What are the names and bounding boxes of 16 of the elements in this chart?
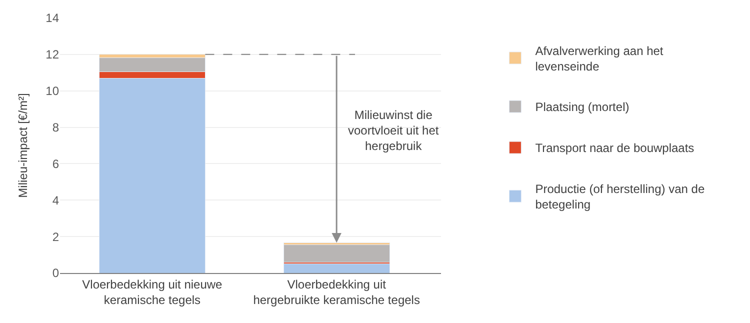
x-tick-label: Vloerbedekking uit hergebruikte keramische tegels bbox=[253, 277, 420, 307]
y-tick-label: 10 bbox=[46, 84, 60, 98]
y-tick-label: 14 bbox=[46, 11, 60, 26]
x-tick-label: Vloerbedekking uit nieuwe keramische tegels bbox=[82, 277, 223, 307]
y-tick-label: 8 bbox=[52, 120, 60, 134]
y-tick-label: 12 bbox=[46, 48, 60, 62]
legend-label: Transport naar de bouwplaats bbox=[535, 141, 694, 156]
legend-label: Productie (of herstelling) van de betegeling bbox=[535, 182, 705, 212]
y-tick-label: 2 bbox=[52, 230, 60, 244]
annotation: Milieuwinst die voortvloeit uit het hergebruik bbox=[348, 108, 440, 154]
y-tick-label: 0 bbox=[52, 266, 60, 280]
y-axis-title: Milieu-impact [€/m²] bbox=[16, 93, 30, 198]
y-tick-label: 6 bbox=[52, 156, 60, 171]
legend-label: Afvalverwerking aan het levenseinde bbox=[535, 44, 664, 74]
y-tick-label: 4 bbox=[52, 193, 60, 208]
legend-label: Plaatsing (mortel) bbox=[535, 100, 630, 114]
